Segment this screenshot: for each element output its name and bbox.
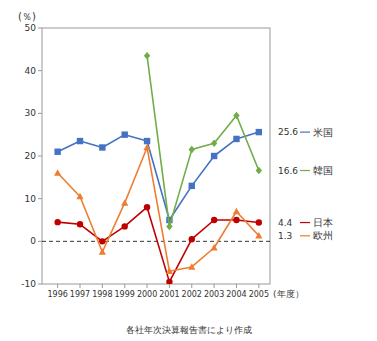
x-tick-label: 1997: [70, 290, 90, 299]
end-value-label: 16.6: [278, 166, 298, 176]
x-tick-label: 2004: [226, 290, 246, 299]
point: [233, 217, 239, 223]
point: [99, 238, 105, 244]
point: [144, 52, 150, 60]
point: [99, 248, 106, 255]
y-tick: [38, 28, 42, 29]
series-label: 米国: [313, 127, 333, 138]
point: [256, 219, 262, 225]
point: [189, 183, 195, 189]
label-connector: [300, 235, 310, 236]
point: [211, 153, 217, 159]
series-label: 韓国: [313, 165, 333, 176]
point: [54, 149, 60, 155]
x-tick-label: 1998: [92, 290, 112, 299]
x-tick-label: 1996: [47, 290, 67, 299]
y-tick: [38, 198, 42, 199]
point: [211, 139, 217, 147]
series-line: [147, 56, 259, 227]
series-line: [58, 147, 259, 271]
x-axis-label: (年度）: [273, 289, 304, 299]
x-tick: [124, 284, 125, 288]
point: [144, 138, 150, 144]
y-tick-label: 0: [30, 236, 36, 246]
plot-frame: [42, 28, 270, 284]
x-tick-label: 1999: [115, 290, 135, 299]
chart: -100102030405019961997199819992000200120…: [0, 0, 377, 341]
series-label: 欧州: [313, 230, 333, 241]
point: [256, 129, 262, 135]
x-tick-label: 2003: [204, 290, 224, 299]
label-connector: [300, 170, 310, 171]
y-tick: [38, 113, 42, 114]
y-tick-label: 50: [25, 23, 37, 33]
end-value-label: 4.4: [278, 218, 293, 228]
point: [211, 217, 217, 223]
x-tick: [80, 284, 81, 288]
series-label: 日本: [313, 217, 333, 228]
end-labels: 25.6 米国 16.6 韓国 4.4 日本 1.3 欧州: [278, 127, 333, 242]
point: [143, 144, 150, 151]
x-tick: [102, 284, 103, 288]
y-tick-label: -10: [21, 279, 36, 289]
point: [233, 208, 240, 215]
point: [233, 112, 239, 120]
point: [188, 263, 195, 270]
series-line: [58, 207, 259, 282]
x-tick-label: 2001: [159, 290, 179, 299]
y-tick-label: 20: [25, 151, 37, 161]
point: [76, 193, 83, 200]
x-tick: [236, 284, 237, 288]
plot-area: [42, 52, 270, 284]
label-connector: [300, 222, 310, 223]
x-tick: [57, 284, 58, 288]
x-tick: [214, 284, 215, 288]
x-tick: [258, 284, 259, 288]
point: [144, 204, 150, 210]
y-axis-label: (％): [18, 11, 36, 22]
y-tick-label: 30: [25, 108, 37, 118]
point: [256, 167, 262, 175]
point: [189, 146, 195, 154]
y-tick: [38, 70, 42, 71]
y-tick: [38, 284, 42, 285]
point: [211, 244, 218, 251]
point: [122, 131, 128, 137]
point: [255, 232, 262, 239]
label-connector: [300, 132, 310, 133]
source-note: 各社年次決算報告書により作成: [126, 325, 252, 335]
point: [166, 267, 173, 274]
point: [121, 199, 128, 206]
y-tick-label: 40: [25, 66, 37, 76]
point: [233, 136, 239, 142]
y-tick-label: 10: [25, 194, 37, 204]
x-tick-label: 2005: [249, 290, 269, 299]
x-tick-label: 2000: [137, 290, 157, 299]
x-tick: [191, 284, 192, 288]
y-tick: [38, 156, 42, 157]
point: [77, 138, 83, 144]
point: [166, 223, 172, 231]
point: [99, 144, 105, 150]
point: [54, 219, 60, 225]
x-tick: [147, 284, 148, 288]
end-value-label: 1.3: [278, 231, 292, 241]
point: [77, 221, 83, 227]
point: [166, 279, 172, 284]
point: [122, 223, 128, 229]
x-tick: [169, 284, 170, 288]
point: [54, 169, 61, 176]
point: [189, 236, 195, 242]
end-value-label: 25.6: [278, 127, 298, 137]
x-tick-label: 2002: [182, 290, 202, 299]
reference-line: [42, 241, 270, 242]
y-tick: [38, 241, 42, 242]
